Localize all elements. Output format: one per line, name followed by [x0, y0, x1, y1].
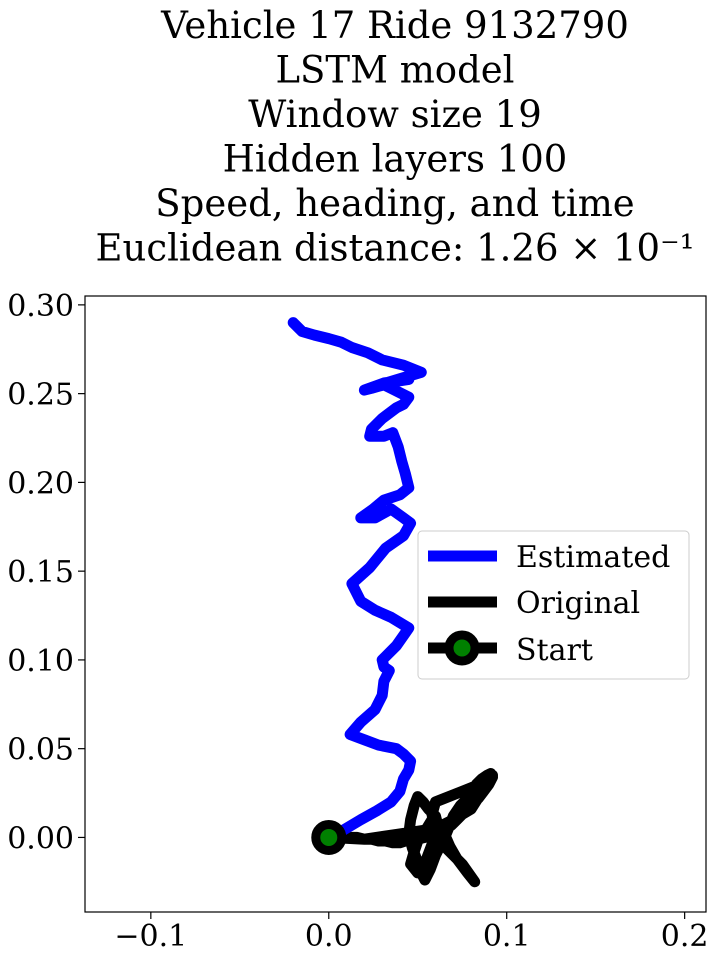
title-line-1: Vehicle 17 Ride 9132790: [160, 4, 629, 47]
y-tick-label-3: 0.15: [7, 555, 74, 590]
title-line-3: Window size 19: [248, 93, 542, 136]
title-line-4: Hidden layers 100: [223, 138, 568, 181]
legend-label-estimated: Estimated: [516, 540, 670, 575]
plot-frame: [84, 295, 707, 913]
y-axis-ticks: 0.00 0.05 0.10 0.15 0.20 0.25 0.30: [7, 289, 85, 856]
x-tick-label-3: 0.2: [661, 919, 709, 954]
y-tick-label-4: 0.20: [7, 466, 74, 501]
y-tick-label-2: 0.10: [7, 644, 74, 679]
x-tick-label-1: 0.0: [305, 919, 353, 954]
x-axis-ticks: −0.1 0.0 0.1 0.2: [114, 912, 709, 954]
legend-label-original: Original: [516, 586, 640, 621]
y-tick-label-1: 0.05: [7, 733, 74, 768]
legend: Estimated Original Start: [417, 530, 690, 680]
title-line-5: Speed, heading, and time: [155, 182, 634, 225]
legend-label-start: Start: [516, 633, 593, 668]
x-tick-label-0: −0.1: [114, 919, 187, 954]
series-line-estimated: [287, 317, 427, 843]
legend-box: [417, 530, 690, 680]
title-line-2: LSTM model: [275, 49, 514, 92]
y-tick-label-6: 0.30: [7, 289, 74, 324]
y-tick-label-0: 0.00: [7, 821, 74, 856]
plot-area: [287, 317, 498, 888]
legend-start-marker: [444, 630, 480, 666]
start-marker: [311, 819, 347, 855]
x-tick-label-2: 0.1: [483, 919, 531, 954]
y-tick-label-5: 0.25: [7, 378, 74, 413]
title-line-6: Euclidean distance: 1.26 × 10⁻¹: [96, 227, 695, 270]
series-line-original: [323, 768, 498, 888]
